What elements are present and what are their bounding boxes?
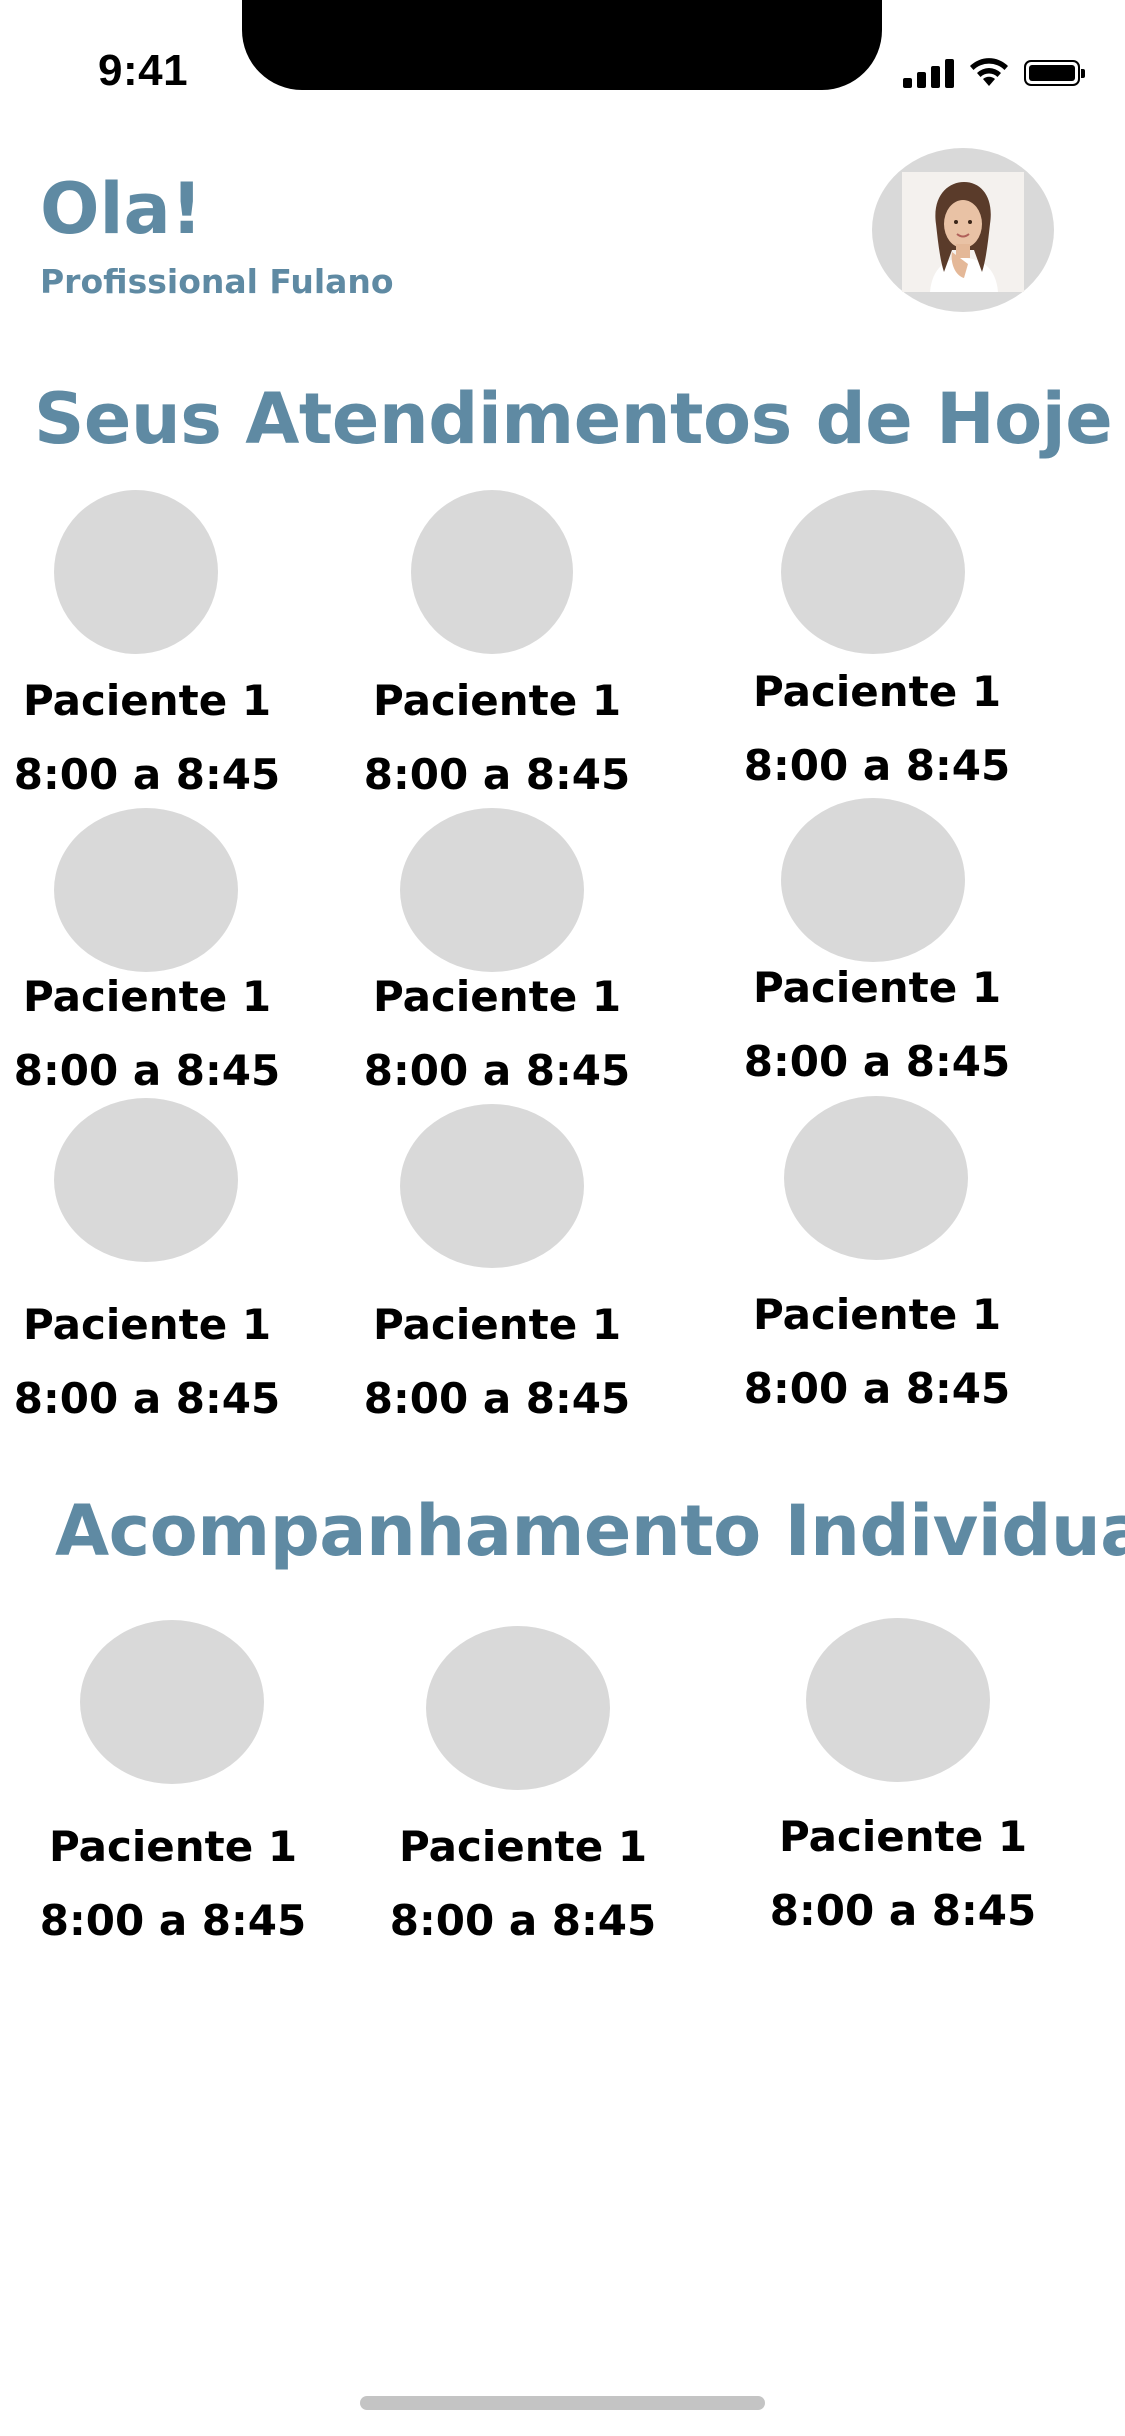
patient-name: Paciente 1 bbox=[372, 676, 622, 725]
appointment-time: 8:00 a 8:45 bbox=[743, 1364, 1011, 1413]
individual-followup-title: Acompanhamento Individual bbox=[55, 1490, 1125, 1572]
patient-photo-placeholder bbox=[54, 1098, 238, 1262]
patient-name: Paciente 1 bbox=[398, 1822, 648, 1871]
patient-photo-placeholder bbox=[426, 1626, 610, 1790]
patient-name: Paciente 1 bbox=[372, 1300, 622, 1349]
patient-photo-placeholder bbox=[54, 808, 238, 972]
patient-photo-placeholder bbox=[80, 1620, 264, 1784]
patient-photo-placeholder bbox=[781, 490, 965, 654]
patient-name: Paciente 1 bbox=[22, 972, 272, 1021]
profile-avatar-button[interactable] bbox=[872, 148, 1054, 312]
appointment-time: 8:00 a 8:45 bbox=[769, 1886, 1037, 1935]
patient-name: Paciente 1 bbox=[372, 972, 622, 1021]
appointment-time: 8:00 a 8:45 bbox=[363, 750, 631, 799]
status-icons bbox=[903, 58, 1085, 88]
appointment-time: 8:00 a 8:45 bbox=[743, 741, 1011, 790]
appointment-time: 8:00 a 8:45 bbox=[13, 1374, 281, 1423]
appointment-time: 8:00 a 8:45 bbox=[743, 1037, 1011, 1086]
patient-name: Paciente 1 bbox=[22, 1300, 272, 1349]
home-indicator[interactable] bbox=[360, 2396, 765, 2410]
appointment-time: 8:00 a 8:45 bbox=[39, 1896, 307, 1945]
greeting-title: Ola! bbox=[40, 168, 203, 250]
patient-name: Paciente 1 bbox=[22, 676, 272, 725]
patient-photo-placeholder bbox=[781, 798, 965, 962]
today-appointments-title: Seus Atendimentos de Hoje bbox=[34, 378, 1113, 460]
appointment-time: 8:00 a 8:45 bbox=[363, 1046, 631, 1095]
device-notch bbox=[242, 0, 882, 90]
appointment-time: 8:00 a 8:45 bbox=[13, 750, 281, 799]
professional-name: Profissional Fulano bbox=[40, 262, 394, 301]
appointment-time: 8:00 a 8:45 bbox=[363, 1374, 631, 1423]
appointment-time: 8:00 a 8:45 bbox=[13, 1046, 281, 1095]
battery-icon bbox=[1024, 60, 1085, 86]
status-time: 9:41 bbox=[98, 46, 189, 95]
patient-photo-placeholder bbox=[784, 1096, 968, 1260]
patient-name: Paciente 1 bbox=[752, 1290, 1002, 1339]
cellular-signal-icon bbox=[903, 58, 954, 88]
patient-photo-placeholder bbox=[400, 808, 584, 972]
profile-photo bbox=[902, 172, 1024, 292]
appointment-time: 8:00 a 8:45 bbox=[389, 1896, 657, 1945]
patient-photo-placeholder bbox=[806, 1618, 990, 1782]
patient-name: Paciente 1 bbox=[752, 667, 1002, 716]
wifi-icon bbox=[970, 58, 1008, 86]
patient-photo-placeholder bbox=[400, 1104, 584, 1268]
avatar bbox=[902, 172, 1024, 292]
patient-name: Paciente 1 bbox=[48, 1822, 298, 1871]
patient-name: Paciente 1 bbox=[778, 1812, 1028, 1861]
patient-photo-placeholder bbox=[54, 490, 218, 654]
patient-name: Paciente 1 bbox=[752, 963, 1002, 1012]
patient-photo-placeholder bbox=[411, 490, 573, 654]
